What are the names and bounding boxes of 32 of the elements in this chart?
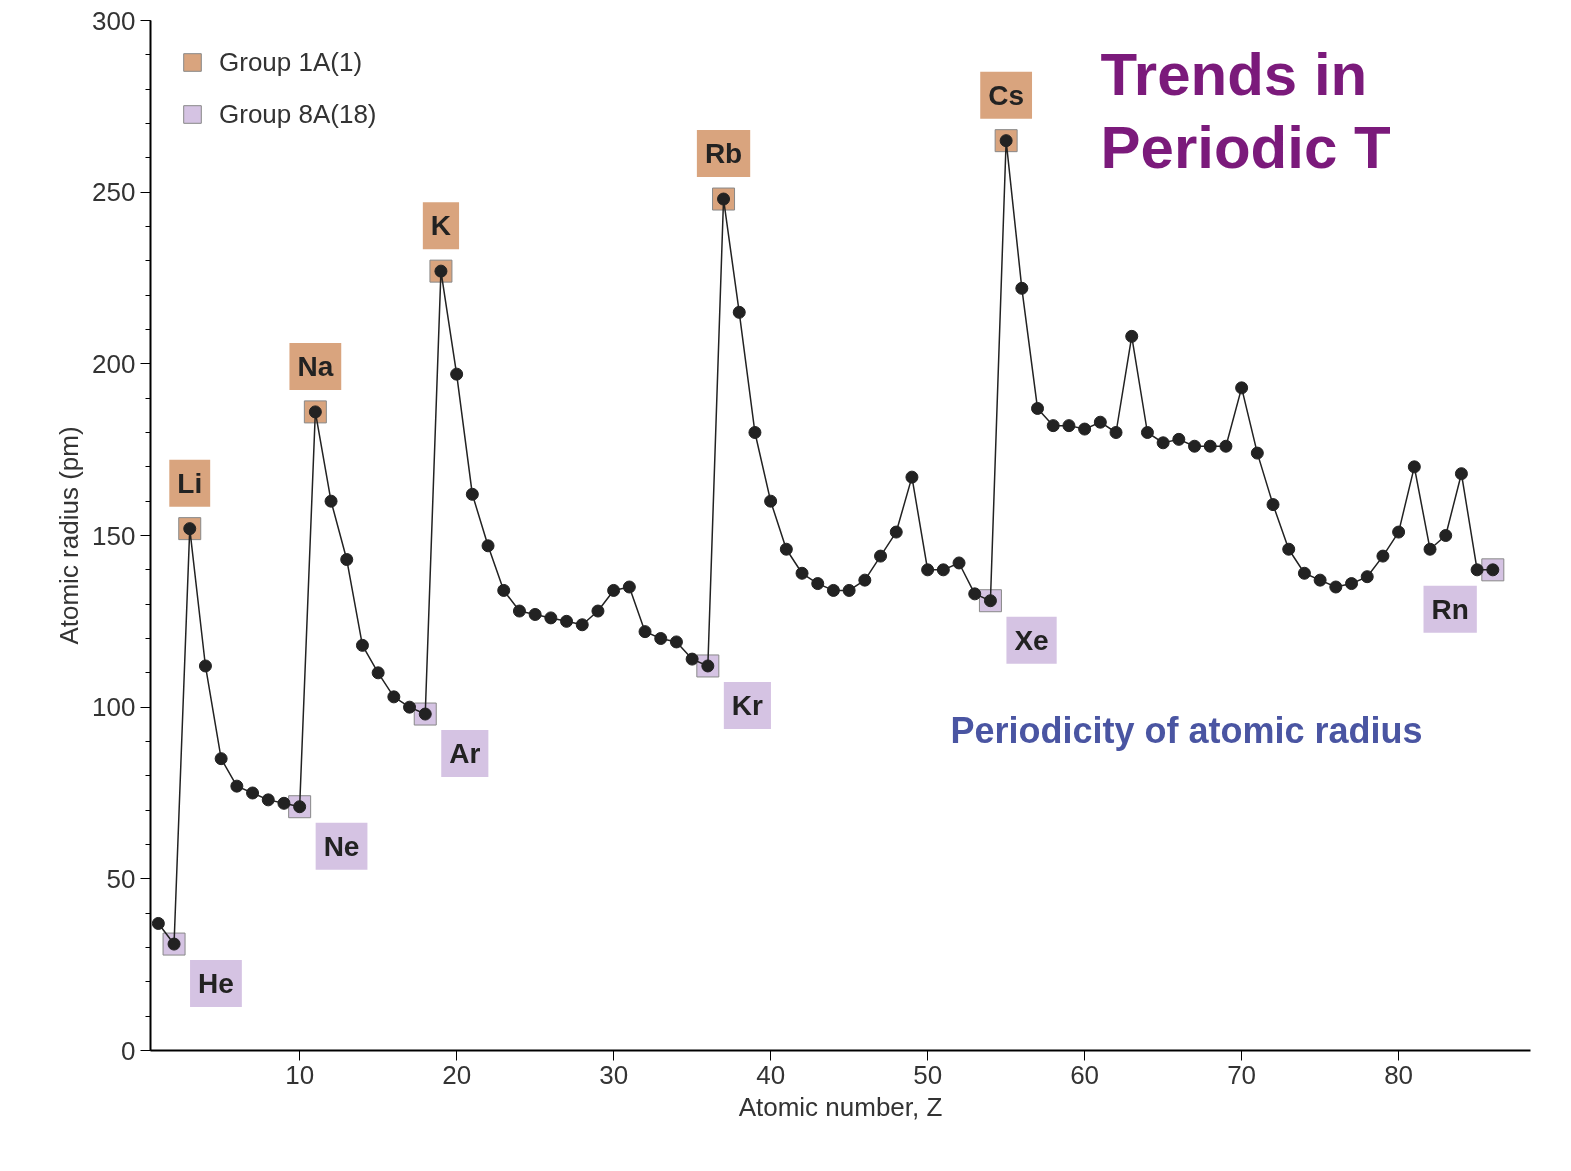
annotation: He (198, 968, 234, 1000)
annotation: Cs (988, 79, 1025, 111)
x-tick-label: 80 (1384, 1059, 1414, 1090)
x-axis-title: Atomic number, Z (738, 1091, 943, 1122)
annotation: Rb (704, 138, 743, 170)
y-tick-label: 50 (106, 863, 136, 894)
annotation: Xe (1014, 624, 1049, 656)
y-tick-label: 200 (92, 348, 136, 379)
x-tick-label: 20 (442, 1059, 472, 1090)
annotation: K (430, 210, 452, 242)
x-tick-label: 60 (1070, 1059, 1100, 1090)
annotation: Kr (731, 689, 764, 721)
annotation: Ar (449, 738, 481, 770)
x-tick-label: 10 (285, 1059, 315, 1090)
annotation: Ne (323, 830, 360, 862)
y-tick-label: 300 (92, 5, 136, 36)
annotation: Periodicity of atomic radius (950, 709, 1423, 751)
y-tick-label: 0 (121, 1035, 136, 1066)
text: Trends in Periodic T (1100, 40, 1391, 182)
y-tick-label: 250 (92, 177, 136, 208)
y-tick-label: 100 (92, 692, 136, 723)
annotation: Na (297, 350, 334, 382)
legend-label: Group 8A(18) (219, 98, 377, 130)
x-tick-label: 70 (1227, 1059, 1257, 1090)
annotation: Li (177, 467, 203, 499)
y-tick-label: 150 (92, 520, 136, 551)
x-tick-label: 50 (913, 1059, 943, 1090)
x-tick-label: 30 (599, 1059, 629, 1090)
legend-label: Group 1A(1) (219, 46, 363, 78)
y-axis-title: Atomic radius (pm) (54, 426, 85, 645)
annotation: Rn (1431, 593, 1469, 625)
x-tick-label: 40 (756, 1059, 786, 1090)
